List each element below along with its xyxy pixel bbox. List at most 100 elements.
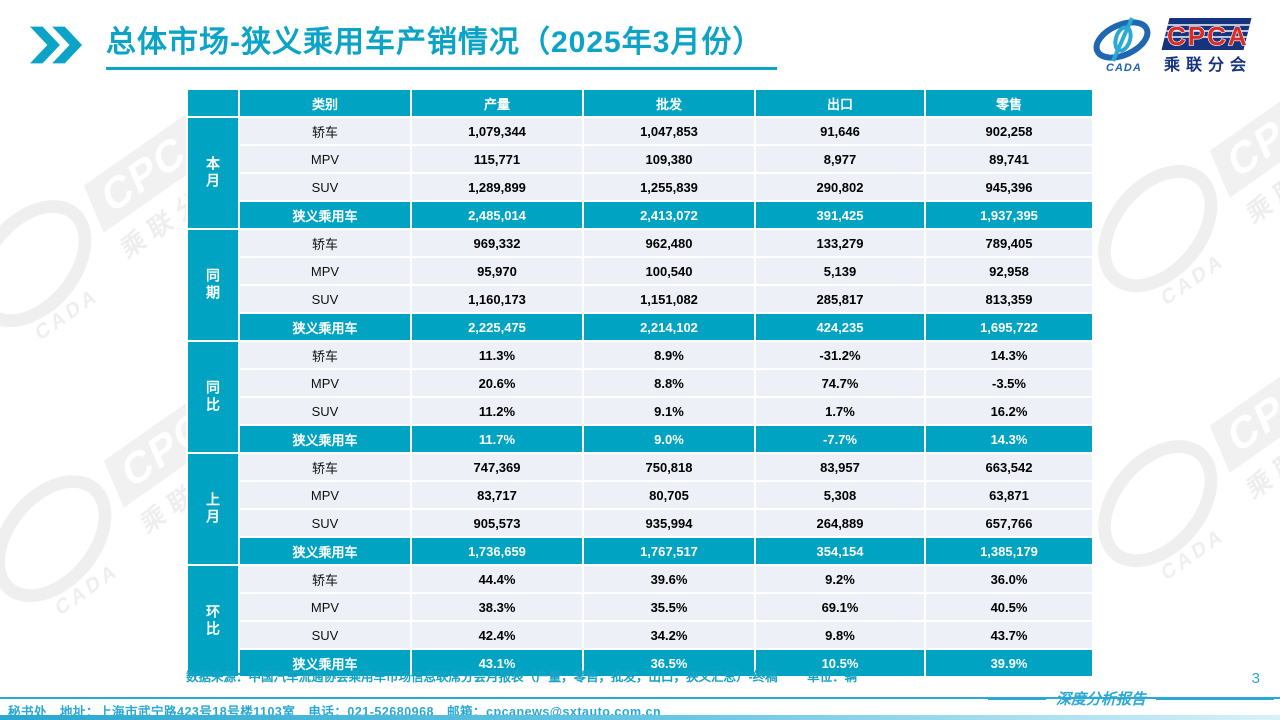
report-type-label: 深度分析报告 <box>1055 692 1146 708</box>
group-label: 上月 <box>205 492 221 526</box>
value-cell: 2,413,072 <box>582 200 756 230</box>
value-cell: 133,279 <box>754 228 926 258</box>
table-row: SUV 1,289,899 1,255,839 290,802 945,396 <box>187 172 1094 202</box>
value-cell: 905,573 <box>410 508 584 538</box>
value-cell: 2,225,475 <box>410 312 584 342</box>
value-cell: 34.2% <box>582 620 756 650</box>
value-cell: -31.2% <box>754 340 926 370</box>
value-cell: 63,871 <box>924 480 1094 510</box>
value-cell: 1,289,899 <box>410 172 584 202</box>
category-cell: 狭义乘用车 <box>238 424 412 454</box>
category-cell: SUV <box>238 396 412 426</box>
value-cell: 8.9% <box>582 340 756 370</box>
value-cell: 969,332 <box>410 228 584 258</box>
footer-divider <box>0 697 1280 699</box>
cpca-block-icon: CPCA 乘联分会 <box>1161 18 1252 74</box>
value-cell: 1,767,517 <box>582 536 756 566</box>
header-cell-1: 产量 <box>410 88 584 118</box>
category-cell: MPV <box>238 480 412 510</box>
group-label: 同比 <box>205 380 221 414</box>
category-cell: 轿车 <box>238 228 412 258</box>
value-cell: 1,047,853 <box>582 116 756 146</box>
value-cell: -7.7% <box>754 424 926 454</box>
table-row: 狭义乘用车 2,485,014 2,413,072 391,425 1,937,395 <box>187 200 1094 230</box>
category-cell: MPV <box>238 368 412 398</box>
value-cell: 935,994 <box>582 508 756 538</box>
source-text: 数据来源：中国汽车流通协会乘用车市场信息联席分会月报表（产量，零售，批发，出口，… <box>186 670 778 684</box>
double-chevron-icon <box>30 26 83 64</box>
value-cell: 115,771 <box>410 144 584 174</box>
page-title: 总体市场-狭义乘用车产销情况（2025年3月份） <box>106 26 778 70</box>
value-cell: 43.1% <box>410 648 584 678</box>
value-cell: 83,717 <box>410 480 584 510</box>
value-cell: 9.0% <box>582 424 756 454</box>
value-cell: 1,695,722 <box>924 312 1094 342</box>
value-cell: 42.4% <box>410 620 584 650</box>
value-cell: 11.7% <box>410 424 584 454</box>
value-cell: 83,957 <box>754 452 926 482</box>
table-row: 狭义乘用车 11.7% 9.0% -7.7% 14.3% <box>187 424 1094 454</box>
value-cell: 39.9% <box>924 648 1094 678</box>
page-number: 3 <box>1251 670 1260 687</box>
value-cell: 43.7% <box>924 620 1094 650</box>
value-cell: 1,160,173 <box>410 284 584 314</box>
category-cell: 狭义乘用车 <box>238 536 412 566</box>
category-cell: SUV <box>238 508 412 538</box>
table-row: 同比 轿车 11.3% 8.9% -31.2% 14.3% <box>186 340 1094 454</box>
production-sales-table: 类别 产量 批发 出口 零售 本月 轿车 1,079,344 1,047,853 91,646 90… <box>186 88 1094 678</box>
header-cell-0: 类别 <box>238 88 412 118</box>
value-cell: 9.8% <box>754 620 926 650</box>
watermark-cada-ring: CADA <box>0 176 133 365</box>
cpca-logo: CADA CPCA 乘联分会 <box>1092 16 1252 79</box>
watermark-cada-ring: CADA <box>1071 141 1260 330</box>
value-cell: -3.5% <box>924 368 1094 398</box>
value-cell: 38.3% <box>410 592 584 622</box>
value-cell: 40.5% <box>924 592 1094 622</box>
header-cell-2: 批发 <box>582 88 756 118</box>
value-cell: 2,485,014 <box>410 200 584 230</box>
table-row: SUV 905,573 935,994 264,889 657,766 <box>187 508 1094 538</box>
value-cell: 1,385,179 <box>924 536 1094 566</box>
watermark-cpca-logo: CADA CPCA 乘联分会 <box>1071 53 1280 331</box>
svg-text:乘联分会: 乘联分会 <box>1163 55 1252 74</box>
value-cell: 36.0% <box>924 564 1094 594</box>
table-row: MPV 95,970 100,540 5,139 92,958 <box>187 256 1094 286</box>
group-label-cell: 同比 <box>186 340 240 454</box>
value-cell: 89,741 <box>924 144 1094 174</box>
table-row: MPV 83,717 80,705 5,308 63,871 <box>187 480 1094 510</box>
value-cell: 95,970 <box>410 256 584 286</box>
header-cell-4: 零售 <box>924 88 1094 118</box>
group-label: 本月 <box>205 156 221 190</box>
value-cell: 35.5% <box>582 592 756 622</box>
ribbon-line-right <box>1156 697 1274 700</box>
category-cell: 轿车 <box>238 564 412 594</box>
value-cell: 8.8% <box>582 368 756 398</box>
value-cell: 290,802 <box>754 172 926 202</box>
value-cell: 747,369 <box>410 452 584 482</box>
value-cell: 80,705 <box>582 480 756 510</box>
title-bar: 总体市场-狭义乘用车产销情况（2025年3月份） <box>30 26 778 70</box>
value-cell: 11.3% <box>410 340 584 370</box>
value-cell: 9.2% <box>754 564 926 594</box>
table-row: 同期 轿车 969,332 962,480 133,279 789,405 <box>186 228 1094 342</box>
value-cell: 789,405 <box>924 228 1094 258</box>
svg-text:CADA: CADA <box>1106 62 1142 74</box>
table-row: 狭义乘用车 1,736,659 1,767,517 354,154 1,385,179 <box>187 536 1094 566</box>
data-source-note: 数据来源：中国汽车流通协会乘用车市场信息联席分会月报表（产量，零售，批发，出口，… <box>186 666 857 685</box>
group-label-cell: 本月 <box>186 116 240 230</box>
category-cell: 轿车 <box>238 116 412 146</box>
value-cell: 36.5% <box>582 648 756 678</box>
group-label: 环比 <box>205 604 221 638</box>
value-cell: 354,154 <box>754 536 926 566</box>
svg-text:CPCA: CPCA <box>1167 21 1249 51</box>
category-cell: 狭义乘用车 <box>238 312 412 342</box>
value-cell: 663,542 <box>924 452 1094 482</box>
value-cell: 109,380 <box>582 144 756 174</box>
header-cell-3: 出口 <box>754 88 926 118</box>
value-cell: 9.1% <box>582 396 756 426</box>
category-cell: MPV <box>238 256 412 286</box>
value-cell: 424,235 <box>754 312 926 342</box>
value-cell: 813,359 <box>924 284 1094 314</box>
watermark-cpca-logo: CADA CPCA 乘联分会 <box>1071 328 1280 606</box>
value-cell: 750,818 <box>582 452 756 482</box>
